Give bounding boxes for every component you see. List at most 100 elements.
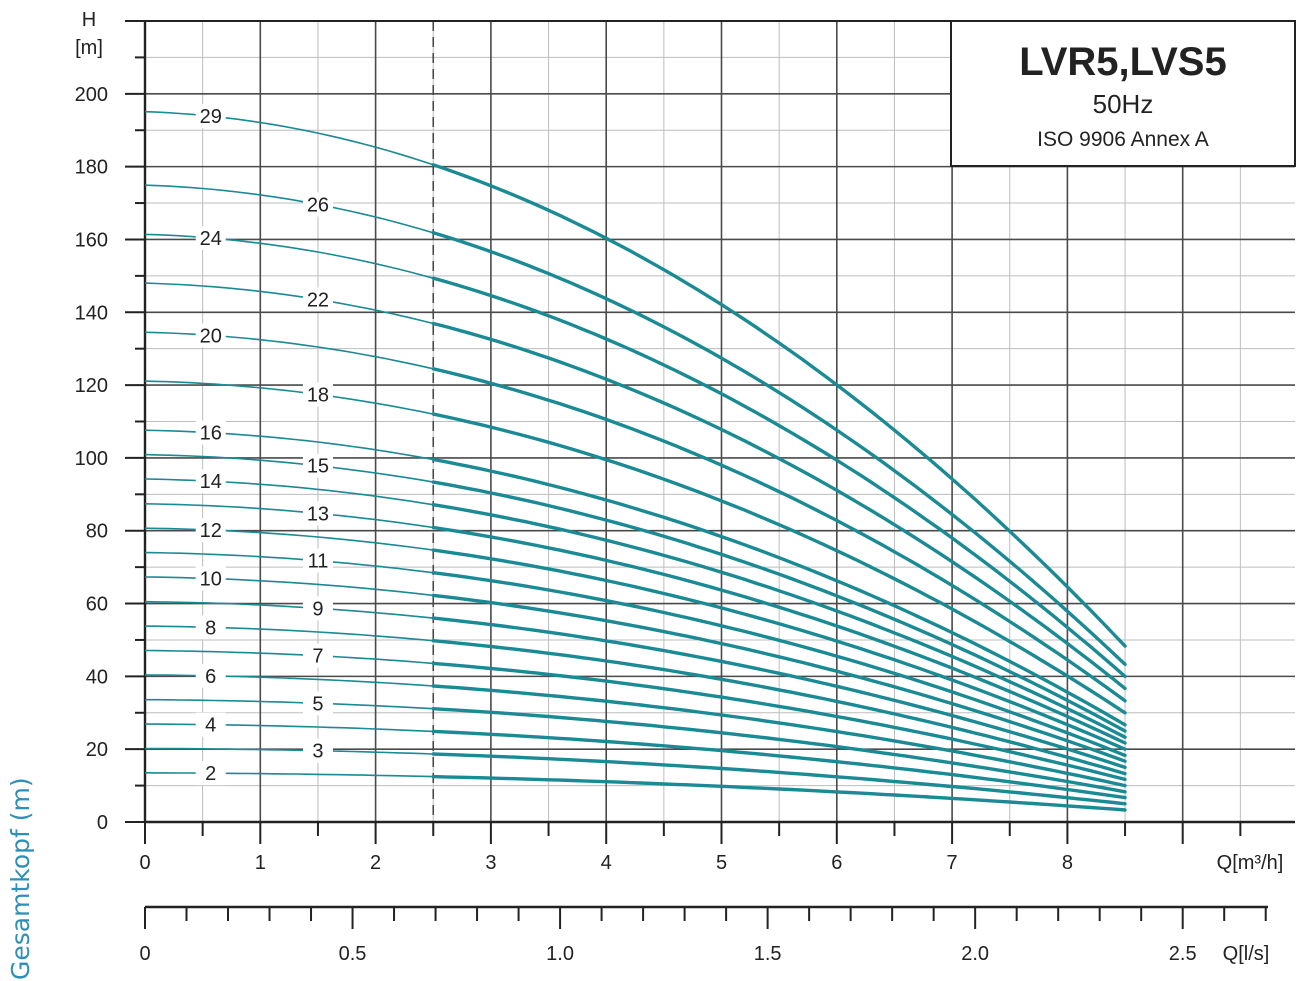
curve-3-operating-segment (431, 752, 1127, 806)
curve-2-operating-segment (431, 774, 1127, 812)
curve-label-22: 22 (307, 289, 329, 311)
curve-label-bg (195, 761, 226, 786)
frequency-label: 50Hz (1093, 89, 1154, 119)
curve-label-bg (302, 738, 333, 763)
curve-12-shutoff-segment (144, 527, 434, 551)
curve-7-shutoff-segment (144, 649, 434, 665)
curve-4-shutoff-segment (145, 723, 434, 733)
curve-8-shutoff-segment (144, 625, 434, 642)
curve-22-operating-segment (431, 321, 1127, 691)
curve-label-13: 13 (307, 503, 329, 525)
secondary-x-tick-label: 2.5 (1169, 943, 1197, 965)
y-tick-label: 140 (75, 302, 108, 324)
y-tick-label: 100 (75, 448, 108, 470)
curve-label-bg (302, 192, 333, 217)
curve-18-operating-segment (431, 412, 1127, 715)
curve-label-bg (195, 566, 226, 591)
curve-label-bg (302, 596, 333, 621)
curve-label-16: 16 (200, 423, 222, 445)
curve-label-11: 11 (308, 551, 329, 573)
curve-label-bg (195, 226, 226, 251)
curve-8-operating-segment (431, 639, 1127, 776)
curve-29-operating-segment (431, 163, 1127, 648)
curve-3-shutoff-segment (145, 747, 434, 755)
curve-label-9: 9 (312, 598, 323, 620)
curve-9-shutoff-segment (144, 600, 434, 619)
title-box: LVR5,LVS5 50Hz ISO 9906 Annex A (950, 20, 1296, 167)
x-tick-label: 0 (139, 852, 150, 874)
curve-4-operating-segment (431, 729, 1127, 800)
curve-5-operating-segment (431, 707, 1127, 794)
curve-15-shutoff-segment (144, 453, 434, 483)
curve-11-shutoff-segment (144, 551, 434, 574)
curve-label-bg (302, 287, 333, 312)
curve-label-29: 29 (200, 106, 222, 128)
curve-26-shutoff-segment (144, 184, 434, 234)
y-tick-label: 200 (75, 84, 108, 106)
curve-label-20: 20 (200, 325, 222, 347)
curve-20-operating-segment (431, 367, 1127, 703)
curve-label-bg (195, 518, 226, 543)
curve-label-12: 12 (200, 520, 222, 542)
curve-labels: 2 3 4 5 6 7 8 9 10 11 12 13 14 15 16 18 20 22 24 26 29 (195, 104, 333, 786)
curve-label-3: 3 (312, 741, 323, 763)
curve-26-operating-segment (431, 231, 1127, 666)
curve-24-operating-segment (431, 276, 1127, 679)
curve-label-10: 10 (200, 569, 222, 591)
x-tick-label: 7 (947, 852, 958, 874)
y-tick-label: 0 (97, 812, 108, 834)
curve-label-bg (195, 420, 226, 445)
x-tick-label: 3 (485, 852, 496, 874)
y-tick-label: 40 (86, 666, 108, 688)
x-tick-label: 6 (831, 852, 842, 874)
curve-13-operating-segment (431, 525, 1127, 745)
curve-label-bg (195, 469, 226, 494)
curve-5-shutoff-segment (145, 698, 434, 710)
x-axis-primary-label: Q[m³/h] (1217, 852, 1284, 874)
y-tick-label: 20 (86, 739, 108, 761)
curve-13-shutoff-segment (144, 503, 434, 529)
curve-label-26: 26 (307, 194, 329, 216)
curve-label-24: 24 (200, 228, 222, 250)
curve-label-5: 5 (312, 693, 323, 715)
curve-6-operating-segment (431, 684, 1127, 788)
curves (144, 110, 1127, 812)
x-axis-secondary-label: Q[l/s] (1223, 943, 1270, 965)
y-tick-label: 60 (86, 594, 108, 616)
curve-label-bg (195, 615, 226, 640)
curve-22-shutoff-segment (144, 282, 434, 325)
curve-label-7: 7 (312, 646, 323, 668)
curve-10-shutoff-segment (144, 576, 434, 597)
secondary-x-tick-label: 1.5 (754, 943, 782, 965)
curve-label-bg (302, 501, 333, 526)
curve-label-bg (302, 691, 333, 716)
secondary-x-tick-label: 0.5 (339, 943, 367, 965)
y-axis-label-unit: [m] (75, 37, 103, 59)
secondary-x-tick-label: 2.0 (961, 943, 989, 965)
curve-2-shutoff-segment (144, 772, 434, 778)
x-tick-label: 4 (601, 852, 612, 874)
curve-16-operating-segment (431, 457, 1127, 727)
curve-15-operating-segment (431, 480, 1127, 733)
y-tick-label: 180 (75, 157, 108, 179)
curve-label-2: 2 (205, 763, 216, 785)
curve-20-shutoff-segment (144, 331, 434, 370)
curve-label-18: 18 (307, 384, 329, 406)
curve-7-operating-segment (431, 661, 1127, 782)
curve-label-bg (302, 382, 333, 407)
curve-label-bg (195, 663, 226, 688)
y-tick-label: 160 (75, 229, 108, 251)
curve-label-bg (195, 104, 226, 129)
y-axis-label-top: H (82, 9, 96, 31)
secondary-x-tick-label: 0 (139, 943, 150, 965)
curve-label-14: 14 (200, 471, 222, 493)
curve-24-shutoff-segment (144, 233, 434, 279)
x-tick-label: 8 (1062, 852, 1073, 874)
x-tick-label: 5 (716, 852, 727, 874)
x-tick-label: 2 (370, 852, 381, 874)
x-tick-label: 1 (255, 852, 266, 874)
curve-14-operating-segment (431, 503, 1127, 739)
curve-label-bg (302, 453, 333, 478)
chart-title: LVR5,LVS5 (1019, 40, 1226, 84)
